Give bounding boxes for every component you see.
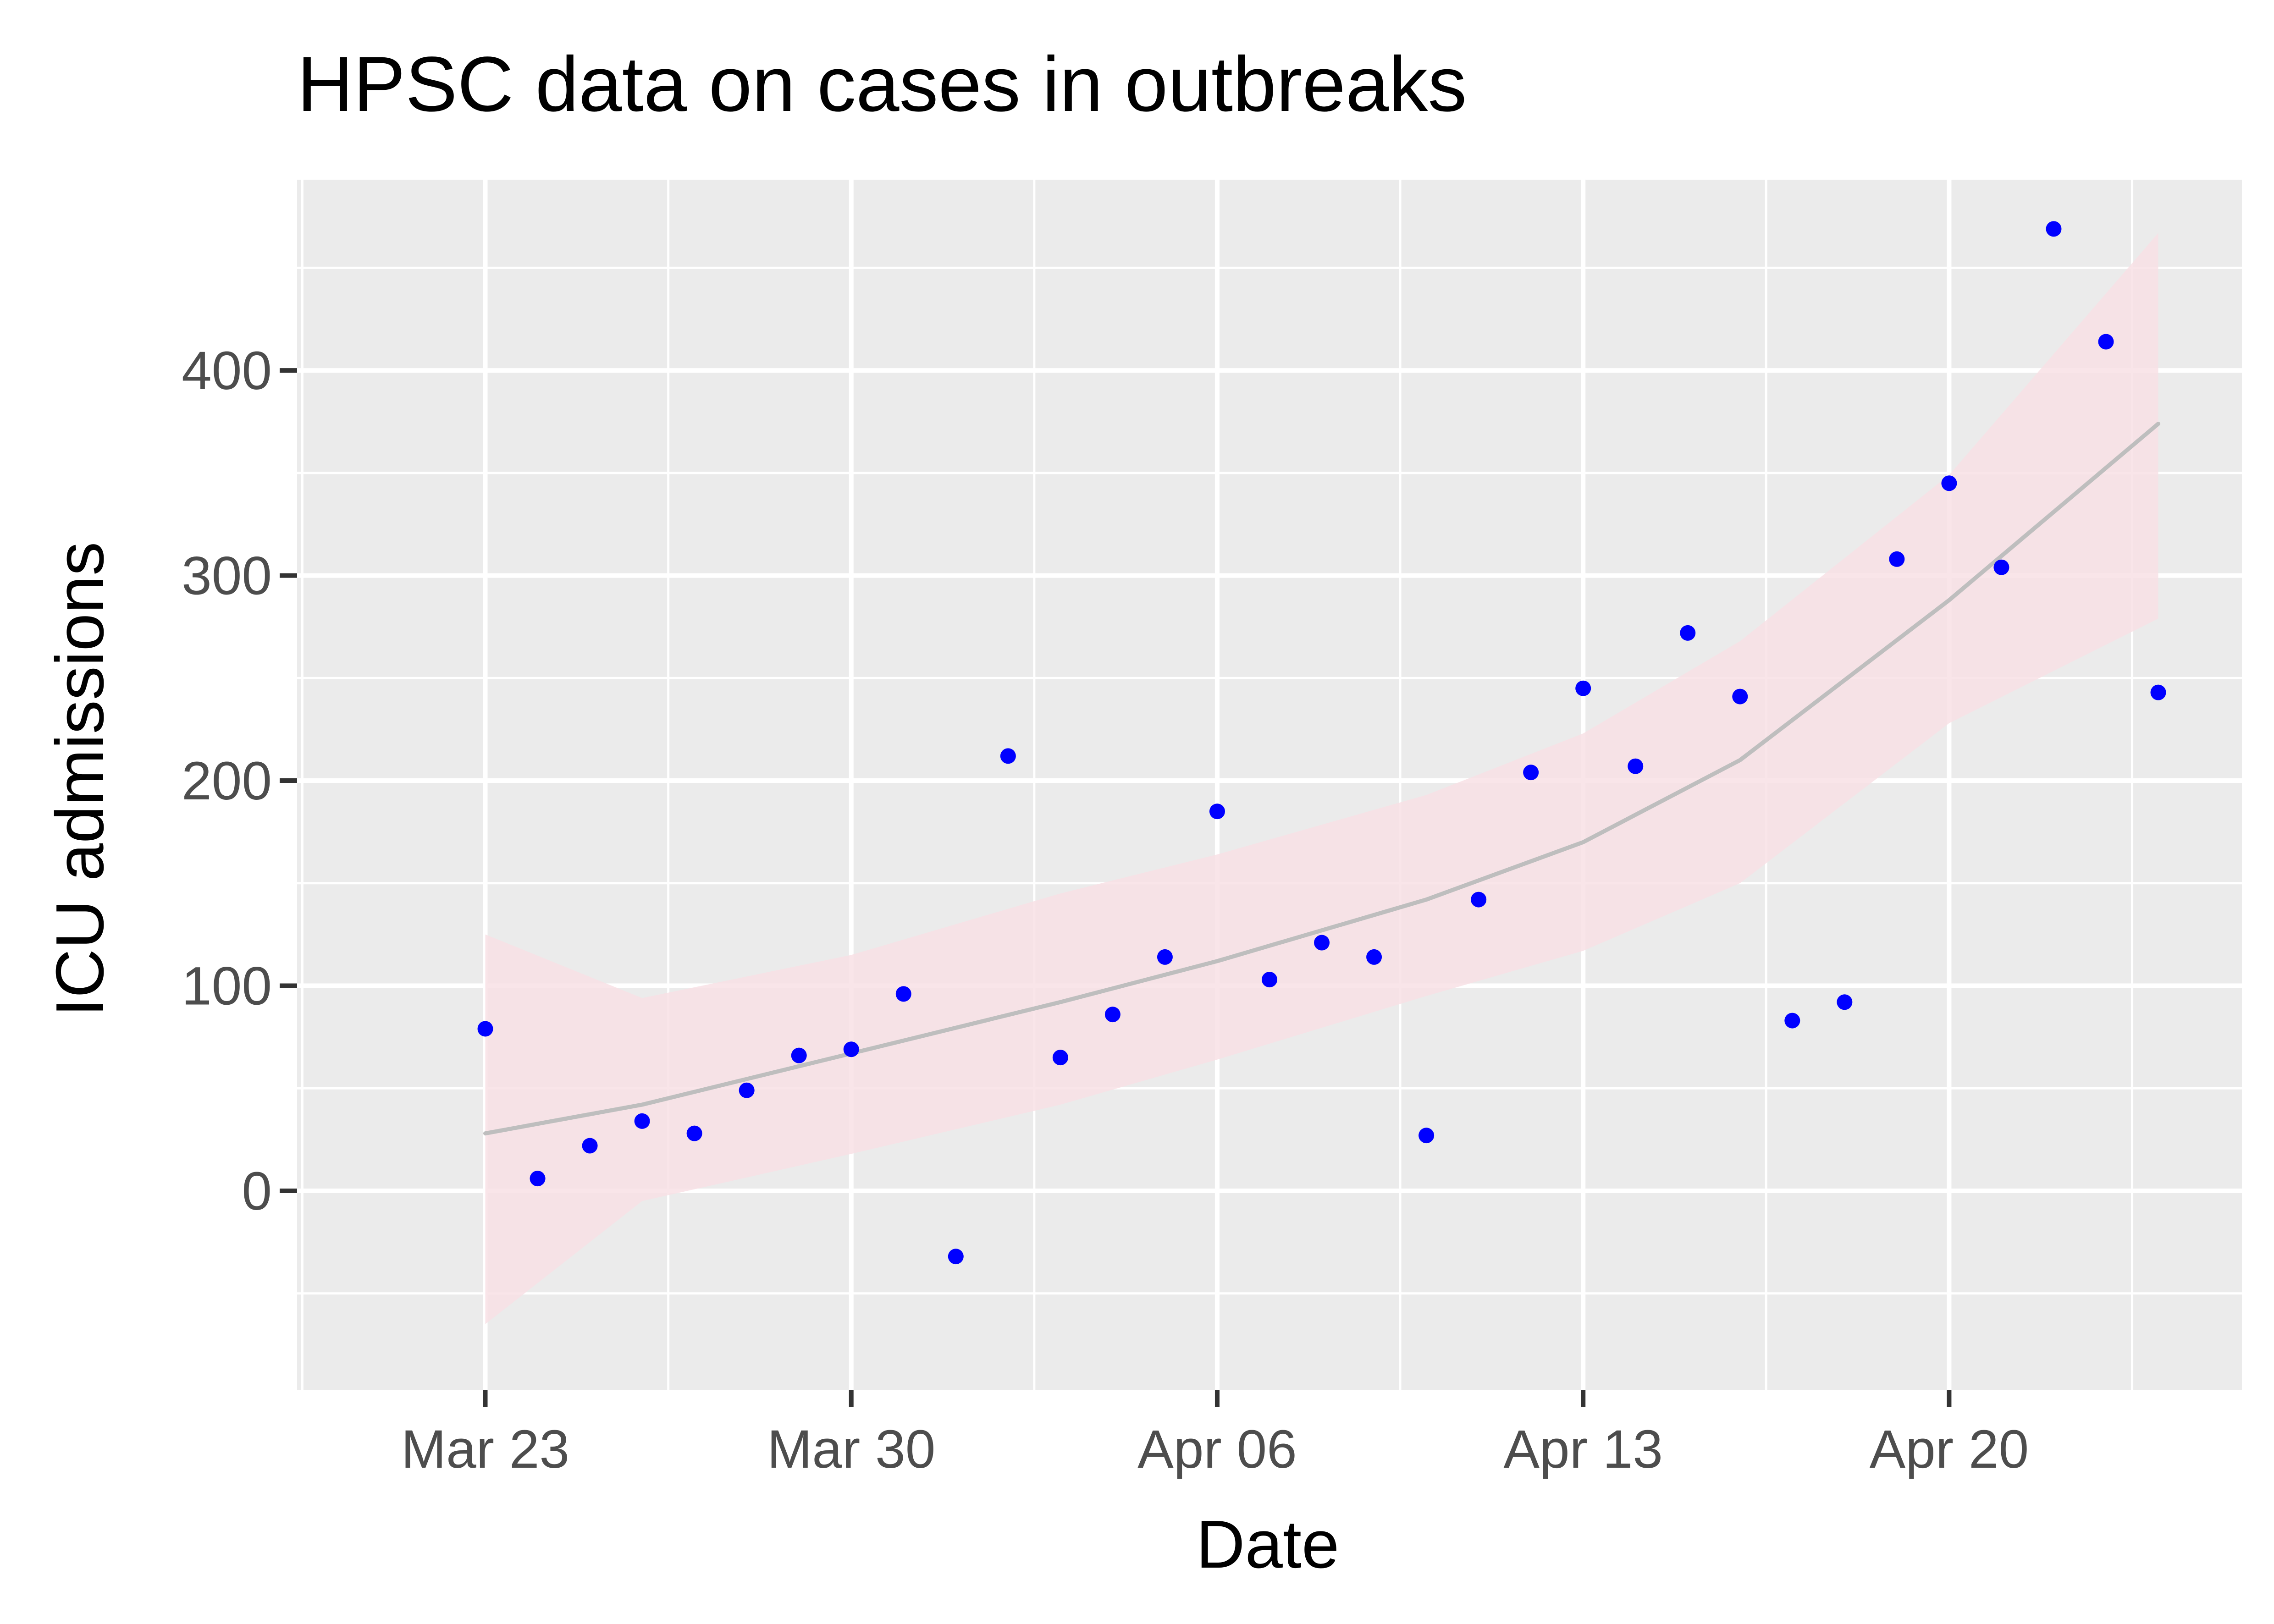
x-axis: Mar 23 Mar 30 Apr 06 Apr 13 Apr 20 [401, 1390, 2029, 1480]
data-point [1104, 1007, 1120, 1023]
data-point [2098, 334, 2114, 350]
data-point [1000, 748, 1016, 764]
chart-title: HPSC data on cases in outbreaks [297, 41, 1467, 128]
data-point [1628, 758, 1644, 774]
data-point [1523, 765, 1539, 781]
data-point [1837, 994, 1853, 1010]
x-tick-label: Apr 06 [1137, 1419, 1297, 1480]
y-tick-label: 300 [182, 546, 272, 606]
data-point [791, 1047, 807, 1063]
data-point [634, 1113, 650, 1129]
data-point [2150, 684, 2166, 700]
data-point [686, 1125, 702, 1141]
data-point [1209, 804, 1225, 820]
data-point [843, 1041, 859, 1057]
confidence-band [485, 233, 2158, 1324]
y-tick-label: 400 [182, 341, 272, 401]
y-tick-label: 100 [182, 956, 272, 1017]
data-point [2046, 221, 2062, 237]
x-tick-label: Apr 13 [1503, 1419, 1663, 1480]
data-point [1784, 1013, 1800, 1029]
data-point [739, 1082, 755, 1098]
y-axis: 0 100 200 300 400 [182, 341, 297, 1222]
data-point [1262, 972, 1277, 988]
data-point [582, 1138, 598, 1154]
data-point [530, 1171, 546, 1187]
data-point [1366, 949, 1382, 965]
data-point [1941, 475, 1957, 491]
data-point [948, 1249, 964, 1265]
data-point [477, 1021, 493, 1037]
data-point [1993, 559, 2009, 575]
data-point [1889, 551, 1905, 567]
x-axis-title: Date [1196, 1507, 1340, 1582]
data-point [895, 986, 911, 1002]
data-point [1052, 1050, 1068, 1066]
data-point [1314, 935, 1330, 951]
y-axis-title: ICU admissions [42, 542, 118, 1017]
data-point [1732, 688, 1748, 705]
data-point [1157, 949, 1173, 965]
x-tick-label: Mar 30 [767, 1419, 935, 1480]
y-tick-label: 0 [242, 1161, 272, 1222]
plot-panel [297, 180, 2242, 1390]
data-point [1575, 680, 1591, 696]
data-point [1680, 625, 1696, 641]
y-tick-label: 200 [182, 751, 272, 811]
data-point [1418, 1128, 1435, 1144]
smooth-trend-line [483, 422, 2160, 1136]
x-tick-label: Mar 23 [401, 1419, 569, 1480]
data-point [1471, 892, 1487, 908]
x-tick-label: Apr 20 [1870, 1419, 2029, 1480]
